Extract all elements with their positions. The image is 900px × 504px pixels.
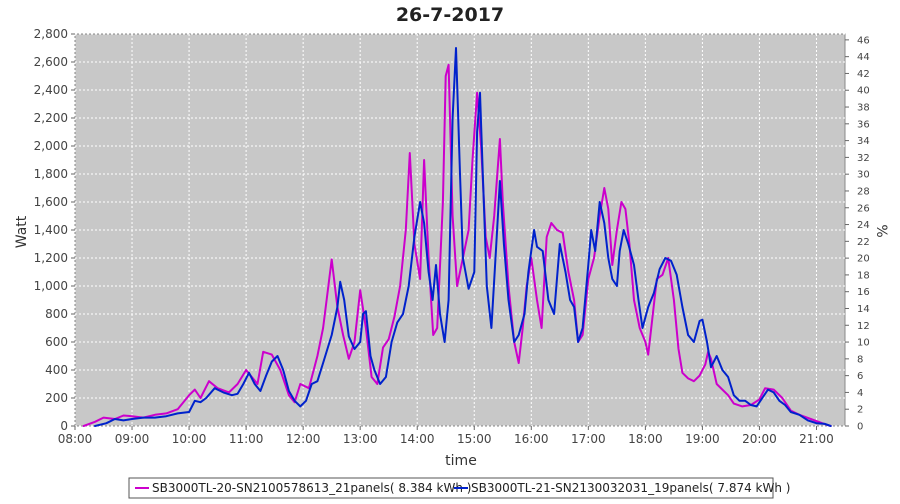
x-tick-label: 10:00: [172, 432, 207, 446]
y-tick-label: 600: [45, 335, 68, 349]
y2-tick-label: 12: [857, 321, 870, 332]
y2-tick-label: 4: [857, 388, 863, 399]
x-tick-label: 21:00: [799, 432, 834, 446]
series-group: [82, 47, 832, 427]
x-axis: 08:00 09:00 10:00 11:00 12:00 13:00 14:00 15:00…: [58, 426, 834, 446]
y2-tick-label: 16: [857, 287, 870, 298]
y-tick-label: 2,400: [34, 83, 68, 97]
y2-tick-label: 38: [857, 103, 870, 114]
grid: [74, 33, 845, 427]
y2-tick-label: 30: [857, 170, 870, 181]
y2-tick-label: 42: [857, 69, 870, 80]
y2-tick-label: 6: [857, 371, 863, 382]
x-axis-label: time: [445, 453, 477, 469]
x-tick-label: 08:00: [58, 432, 93, 446]
y2-tick-label: 10: [857, 338, 870, 349]
legend: SB3000TL-20-SN2100578613_21panels( 8.384…: [128, 477, 790, 499]
y-tick-label: 0: [60, 419, 68, 433]
x-tick-label: 20:00: [742, 432, 777, 446]
series-line-1: [82, 63, 832, 427]
legend-entry-1: SB3000TL-20-SN2100578613_21panels( 8.384…: [152, 481, 471, 495]
x-tick-label: 12:00: [286, 432, 321, 446]
x-tick-label: 19:00: [685, 432, 720, 446]
x-tick-label: 16:00: [514, 432, 549, 446]
y2-tick-label: 22: [857, 237, 870, 248]
y-tick-label: 1,400: [34, 223, 68, 237]
y-tick-label: 2,600: [34, 55, 68, 69]
y2-tick-label: 14: [857, 304, 870, 315]
y-axis-label: Watt: [14, 215, 30, 248]
y-tick-label: 1,000: [34, 279, 68, 293]
y2-tick-label: 36: [857, 119, 870, 130]
y-tick-label: 1,200: [34, 251, 68, 265]
y2-tick-label: 0: [857, 422, 863, 433]
y2-tick-label: 24: [857, 220, 870, 231]
chart-title: 26-7-2017: [396, 4, 504, 26]
y2-tick-label: 28: [857, 186, 870, 197]
x-tick-label: 15:00: [457, 432, 492, 446]
x-tick-label: 11:00: [229, 432, 264, 446]
y-tick-label: 1,800: [34, 167, 68, 181]
y2-tick-label: 2: [857, 405, 863, 416]
y-tick-label: 2,200: [34, 111, 68, 125]
y2-tick-label: 34: [857, 136, 870, 147]
legend-box: [128, 477, 774, 499]
y2-tick-label: 20: [857, 254, 870, 265]
y-tick-label: 400: [45, 363, 68, 377]
y2-tick-label: 26: [857, 203, 870, 214]
y2-tick-label: 46: [857, 35, 870, 46]
legend-entry-2: SB3000TL-21-SN2130032031_19panels( 7.874…: [471, 481, 790, 495]
y-tick-label: 800: [45, 307, 68, 321]
y2-tick-label: 8: [857, 354, 863, 365]
x-tick-label: 13:00: [343, 432, 378, 446]
x-tick-label: 17:00: [571, 432, 606, 446]
y2-tick-label: 40: [857, 86, 870, 97]
y-tick-label: 1,600: [34, 195, 68, 209]
y2-tick-label: 44: [857, 52, 870, 63]
x-tick-label: 14:00: [400, 432, 435, 446]
y2-axis: 0246810121416182022242628303234363840424…: [845, 35, 870, 433]
y-tick-label: 2,800: [34, 27, 68, 41]
y2-tick-label: 18: [857, 270, 870, 281]
x-tick-label: 18:00: [628, 432, 663, 446]
y2-axis-label: %: [873, 224, 889, 237]
x-tick-label: 09:00: [115, 432, 150, 446]
series-line-2: [94, 47, 832, 427]
y-tick-label: 200: [45, 391, 68, 405]
y-tick-label: 2,000: [34, 139, 68, 153]
y2-tick-label: 32: [857, 153, 870, 164]
y-axis: 0 200 400 600 800 1,000 1,200 1,400 1,600 1,800 2,…: [34, 27, 75, 433]
